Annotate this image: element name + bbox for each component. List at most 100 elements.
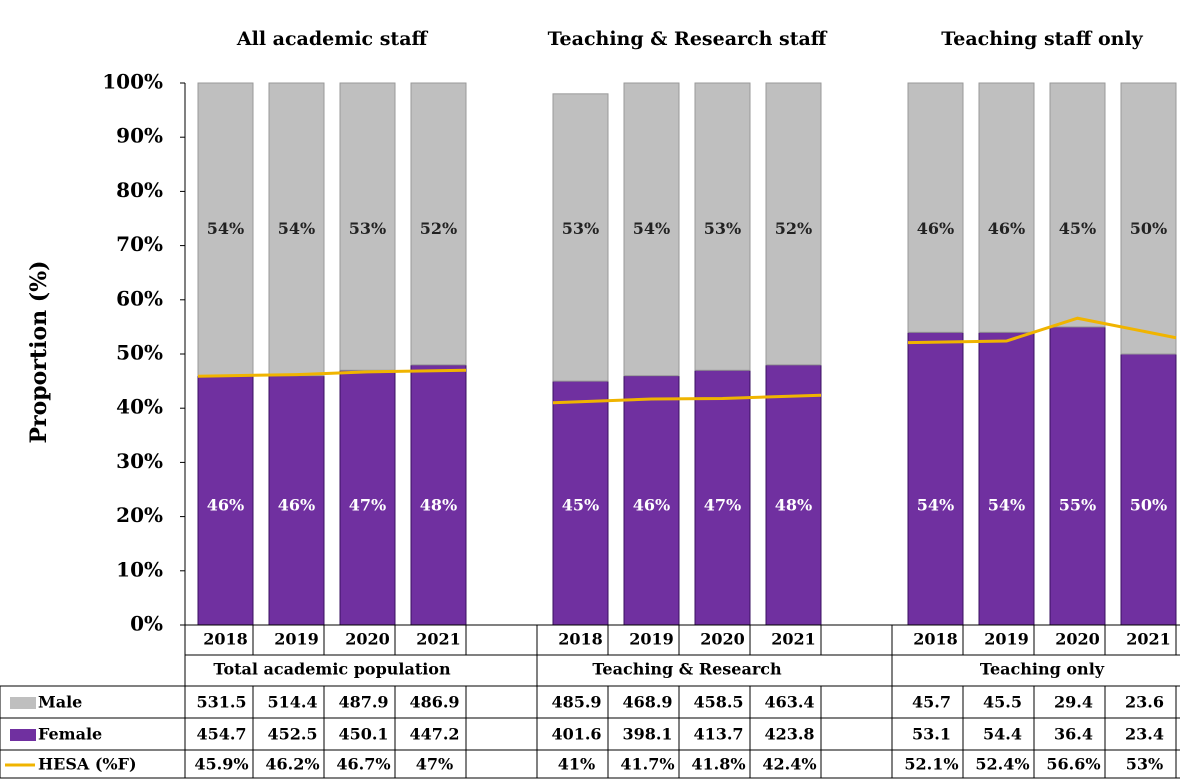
- table-cell: 423.8: [764, 725, 814, 744]
- table-cell: 45.7: [912, 693, 951, 712]
- table-cell: 46.2%: [265, 755, 319, 774]
- group-table-label: Teaching & Research: [592, 660, 782, 679]
- y-tick-label: 50%: [116, 341, 163, 365]
- bar-segment: [694, 369, 751, 626]
- x-tick-label: 2021: [416, 630, 461, 649]
- group-title: All academic staff: [236, 28, 429, 50]
- table-cell: 52.4%: [975, 755, 1029, 774]
- y-tick-label: 40%: [116, 395, 163, 419]
- table-cell: 23.4: [1125, 725, 1164, 744]
- x-tick-label: 2018: [203, 630, 248, 649]
- y-tick-label: 20%: [116, 503, 163, 527]
- table-cell: 46.7%: [336, 755, 390, 774]
- table-cell: 41.7%: [620, 755, 674, 774]
- bar-segment: [339, 82, 396, 371]
- data-label: 48%: [775, 495, 812, 514]
- table-cell: 52.1%: [904, 755, 958, 774]
- data-label: 54%: [207, 219, 244, 238]
- y-tick-label: 60%: [116, 286, 163, 310]
- bar-segment: [978, 82, 1035, 333]
- data-label: 53%: [704, 219, 741, 238]
- data-label: 55%: [1059, 495, 1096, 514]
- table-cell: 450.1: [338, 725, 388, 744]
- bar-segment: [197, 82, 254, 377]
- bar-segment: [694, 82, 751, 371]
- legend-swatch: [10, 697, 36, 709]
- bar-segment: [410, 82, 467, 366]
- bar-segment: [1120, 353, 1177, 626]
- table-cell: 23.6: [1125, 693, 1164, 712]
- legend-label: HESA (%F): [38, 755, 137, 774]
- data-label: 45%: [562, 495, 599, 514]
- x-tick-label: 2021: [1126, 630, 1171, 649]
- table-cell: 454.7: [196, 725, 246, 744]
- table-cell: 45.5: [983, 693, 1022, 712]
- group-table-label: Teaching only: [980, 660, 1105, 679]
- legend-swatch: [10, 729, 36, 741]
- x-tick-label: 2020: [1055, 630, 1100, 649]
- legend-label: Female: [38, 725, 102, 744]
- table-cell: 452.5: [267, 725, 317, 744]
- bar-segment: [1120, 82, 1177, 355]
- data-label: 53%: [562, 219, 599, 238]
- bar-segment: [765, 82, 822, 366]
- table-cell: 485.9: [551, 693, 601, 712]
- data-label: 52%: [775, 219, 812, 238]
- table-cell: 458.5: [693, 693, 743, 712]
- hesa-line: [552, 393, 822, 405]
- y-tick-label: 90%: [116, 124, 163, 148]
- data-label: 47%: [704, 495, 741, 514]
- bar-segment: [623, 82, 680, 377]
- table-cell: 41%: [558, 755, 595, 774]
- table-cell: 486.9: [409, 693, 459, 712]
- data-label: 46%: [633, 495, 670, 514]
- table-cell: 36.4: [1054, 725, 1093, 744]
- y-tick-label: 30%: [116, 449, 163, 473]
- table-cell: 56.6%: [1046, 755, 1100, 774]
- bar-segment: [907, 331, 964, 626]
- legend-label: Male: [38, 693, 82, 712]
- data-label: 46%: [278, 495, 315, 514]
- y-tick-label: 10%: [116, 557, 163, 581]
- bar-segment: [197, 375, 254, 626]
- bar-segment: [1049, 82, 1106, 328]
- data-label: 54%: [278, 219, 315, 238]
- bar-segment: [978, 331, 1035, 626]
- data-label: 53%: [349, 219, 386, 238]
- bar-segment: [268, 82, 325, 377]
- y-tick-label: 100%: [102, 70, 163, 94]
- x-tick-label: 2019: [984, 630, 1029, 649]
- x-tick-label: 2019: [629, 630, 674, 649]
- table-cell: 413.7: [693, 725, 743, 744]
- y-axis-label: Proportion (%): [26, 260, 52, 443]
- table-cell: 53.1: [912, 725, 951, 744]
- group-title: Teaching & Research staff: [548, 28, 828, 50]
- table-cell: 45.9%: [194, 755, 248, 774]
- data-label: 54%: [917, 495, 954, 514]
- data-label: 52%: [420, 219, 457, 238]
- table-cell: 487.9: [338, 693, 388, 712]
- data-label: 46%: [988, 219, 1025, 238]
- x-tick-label: 2020: [700, 630, 745, 649]
- y-tick-label: 70%: [116, 232, 163, 256]
- y-tick-label: 0%: [130, 612, 163, 636]
- x-tick-label: 2018: [913, 630, 958, 649]
- x-tick-label: 2021: [771, 630, 816, 649]
- x-tick-label: 2019: [274, 630, 319, 649]
- bar-segment: [1049, 326, 1106, 626]
- x-tick-label: 2020: [345, 630, 390, 649]
- table-cell: 42.4%: [762, 755, 816, 774]
- group-table-label: Total academic population: [213, 660, 451, 679]
- data-label: 45%: [1059, 219, 1096, 238]
- data-label: 50%: [1130, 219, 1167, 238]
- table-cell: 41.8%: [691, 755, 745, 774]
- hesa-line: [197, 368, 467, 378]
- bar-segment: [907, 82, 964, 333]
- data-label: 46%: [917, 219, 954, 238]
- table-cell: 47%: [416, 755, 453, 774]
- data-label: 54%: [633, 219, 670, 238]
- table-cell: 468.9: [622, 693, 672, 712]
- group-title: Teaching staff only: [941, 28, 1143, 50]
- data-label: 50%: [1130, 495, 1167, 514]
- table-cell: 54.4: [983, 725, 1022, 744]
